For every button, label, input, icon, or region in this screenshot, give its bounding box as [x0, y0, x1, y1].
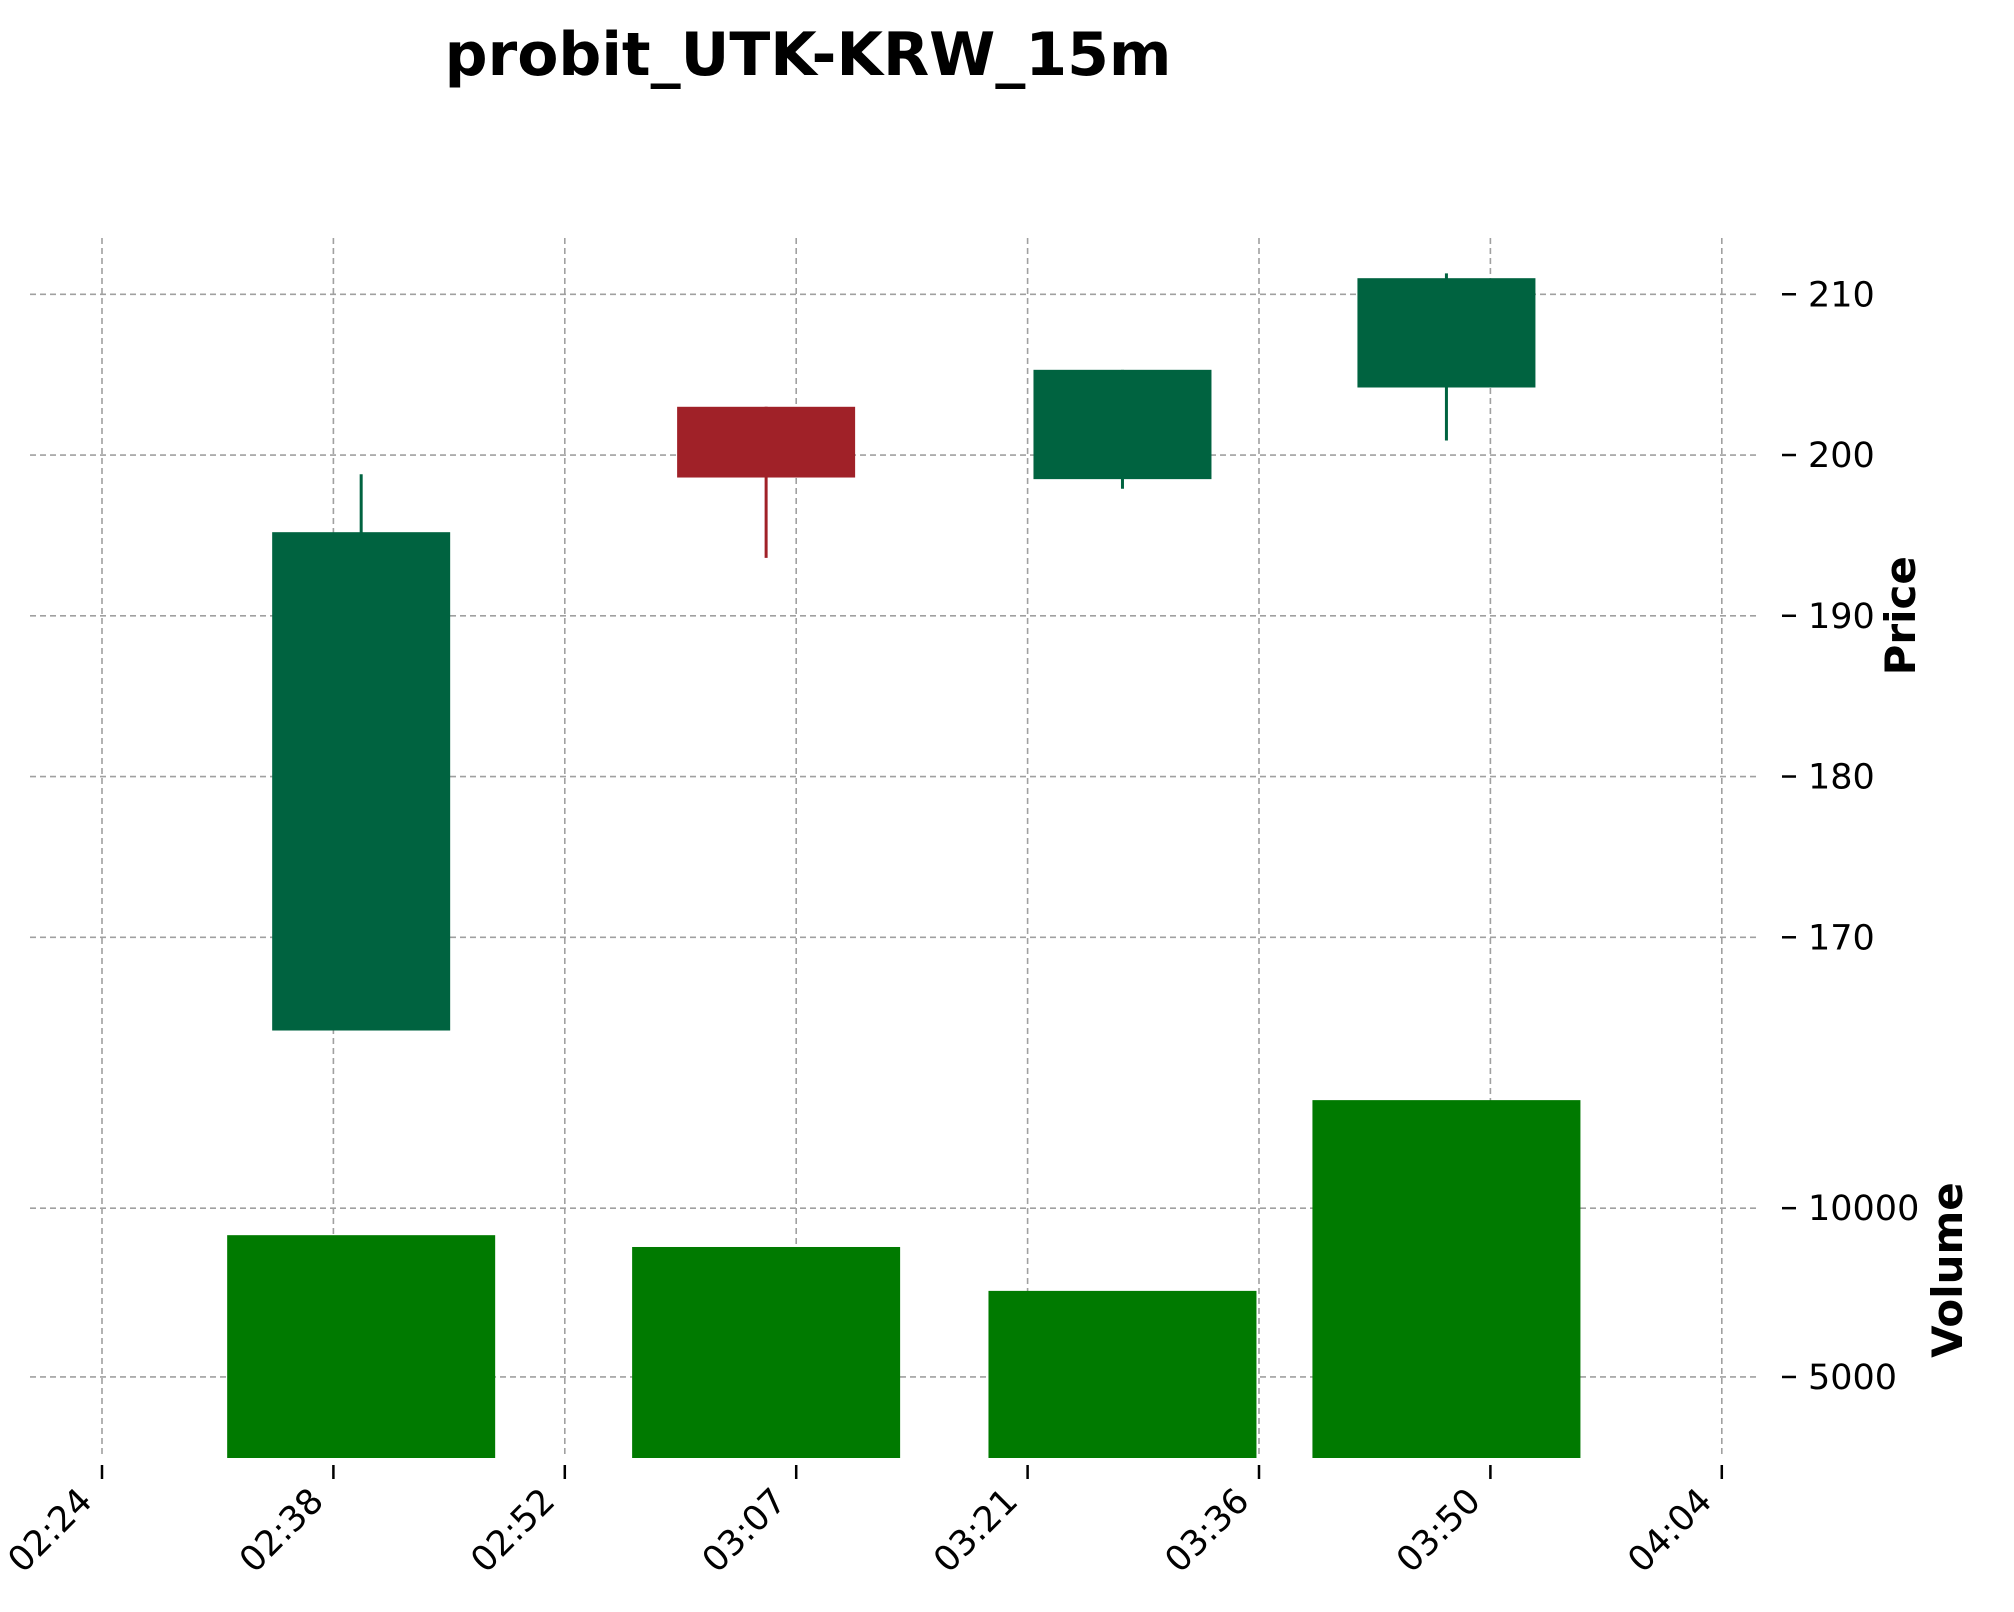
price-tick-label: 170 — [1808, 918, 1875, 958]
x-tick-label: 03:21 — [926, 1481, 1026, 1581]
volume-layer — [227, 1100, 1581, 1458]
candle-body — [677, 406, 856, 478]
price-tick-label: 200 — [1808, 436, 1875, 476]
volume-bar — [988, 1290, 1257, 1458]
price-tick-label: 190 — [1808, 597, 1875, 637]
price-tick-label: 210 — [1808, 275, 1875, 315]
x-tick-label: 03:36 — [1158, 1481, 1258, 1581]
x-tick-label: 02:24 — [1, 1481, 101, 1581]
volume-axis-title: Volume — [1923, 1182, 1972, 1358]
volume-tick-label: 5000 — [1808, 1358, 1897, 1398]
x-tick-label: 04:04 — [1621, 1481, 1721, 1581]
volume-bar — [1312, 1100, 1581, 1458]
x-tick-label: 03:07 — [695, 1481, 795, 1581]
x-tick-label: 02:52 — [464, 1481, 564, 1581]
price-axis-title: Price — [1876, 556, 1925, 675]
candle-body — [272, 532, 451, 1031]
x-tick-label: 03:50 — [1389, 1481, 1489, 1581]
volume-bar — [227, 1235, 496, 1458]
chart-title: probit_UTK-KRW_15m — [445, 20, 1172, 90]
x-tick-label: 02:38 — [232, 1481, 332, 1581]
candle-layer — [272, 273, 1536, 1031]
candle-body — [1357, 278, 1536, 388]
price-tick-label: 180 — [1808, 758, 1875, 798]
volume-bar — [632, 1246, 901, 1458]
volume-tick-label: 10000 — [1808, 1189, 1919, 1229]
candle-body — [1033, 369, 1212, 480]
